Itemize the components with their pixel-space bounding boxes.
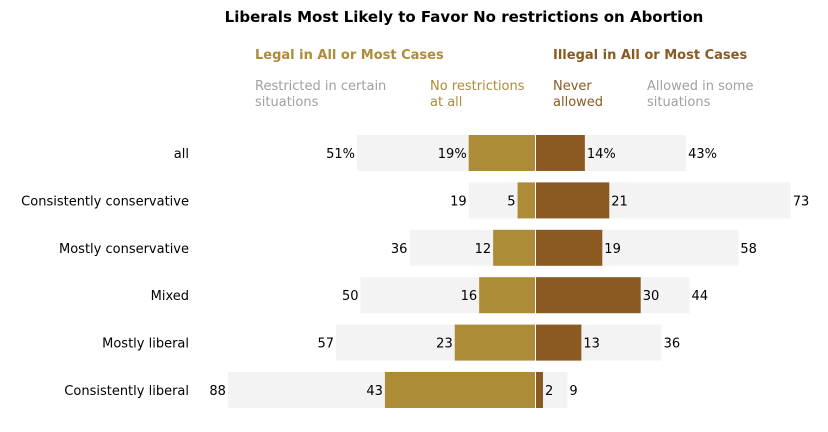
no-restrictions-value-label: 5 (507, 194, 515, 209)
bars-layer: all 51% 19% 14% 43% Consistently conservative… (21, 135, 809, 408)
never-allowed-value-label: 13 (583, 337, 600, 352)
no-restrictions-bar (479, 277, 535, 314)
category-label: Consistently liberal (64, 384, 189, 399)
restricted-header-line1: Restricted in certain (255, 79, 386, 94)
never-allowed-value-label: 21 (611, 194, 628, 209)
allowed-some-header-line2: situations (647, 95, 711, 110)
no-restrictions-value-label: 23 (436, 337, 453, 352)
category-label: Mostly liberal (102, 337, 189, 352)
no-restrictions-value-label: 12 (475, 242, 492, 257)
no-restrictions-value-label: 16 (461, 289, 478, 304)
illegal-total-value-label: 43% (688, 147, 717, 162)
illegal-total-value-label: 44 (692, 289, 709, 304)
no-restrictions-bar (493, 229, 535, 266)
legal-total-value-label: 51% (326, 147, 355, 162)
chart-title: Liberals Most Likely to Favor No restric… (225, 8, 704, 26)
legal-total-value-label: 57 (318, 337, 335, 352)
no-restrictions-bar (384, 372, 535, 408)
illegal-group-header: Illegal in All or Most Cases (553, 48, 747, 63)
restricted-header-line2: situations (255, 95, 319, 110)
legal-total-value-label: 19 (450, 194, 467, 209)
no-restrictions-header-line1: No restrictions (430, 79, 525, 94)
legal-total-value-label: 36 (391, 242, 408, 257)
category-label: Mixed (151, 289, 189, 304)
never-allowed-header-line2: allowed (553, 95, 603, 110)
illegal-total-value-label: 36 (664, 337, 681, 352)
no-restrictions-value-label: 19% (438, 147, 467, 162)
category-label: Mostly conservative (59, 242, 189, 257)
no-restrictions-bar (454, 324, 535, 361)
never-allowed-bar (536, 324, 582, 361)
category-label: all (174, 147, 189, 162)
no-restrictions-bar (517, 182, 535, 219)
legal-group-header: Legal in All or Most Cases (255, 48, 444, 63)
illegal-total-value-label: 58 (740, 242, 757, 257)
never-allowed-value-label: 14% (587, 147, 616, 162)
no-restrictions-header-line2: at all (430, 95, 462, 110)
never-allowed-value-label: 19 (604, 242, 621, 257)
no-restrictions-bar (468, 135, 535, 171)
illegal-total-value-label: 9 (569, 384, 577, 399)
never-allowed-header-line1: Never (553, 79, 592, 94)
no-restrictions-value-label: 43 (366, 384, 383, 399)
never-allowed-value-label: 2 (545, 384, 553, 399)
legal-total-value-label: 88 (209, 384, 226, 399)
allowed-some-header-line1: Allowed in some (647, 79, 753, 94)
never-allowed-bar (536, 135, 585, 171)
category-label: Consistently conservative (21, 194, 189, 209)
never-allowed-bar (536, 372, 543, 408)
never-allowed-bar (536, 229, 603, 266)
never-allowed-bar (536, 182, 610, 219)
legal-total-value-label: 50 (342, 289, 359, 304)
never-allowed-bar (536, 277, 641, 314)
illegal-total-value-label: 73 (793, 194, 810, 209)
never-allowed-value-label: 30 (643, 289, 660, 304)
